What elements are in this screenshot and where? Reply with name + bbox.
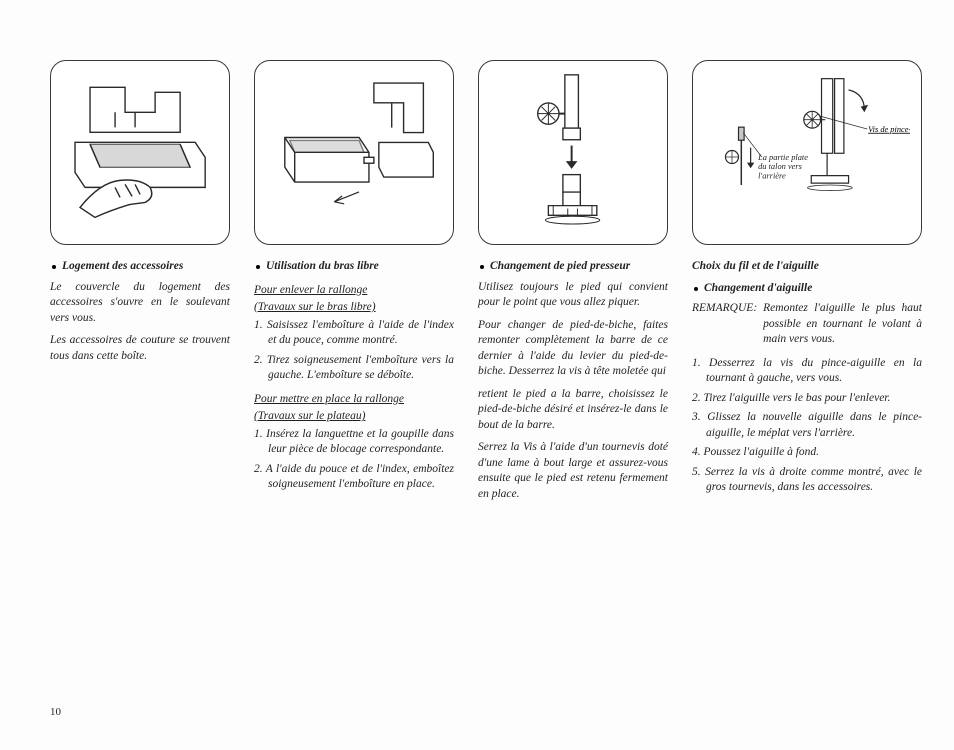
para-accessory-box: Les accessoires de couture se trouvent t… — [50, 333, 230, 364]
column-accessories: Logement des accessoires Le couvercle du… — [50, 60, 230, 509]
heading-text: Changement d'aiguille — [704, 281, 812, 297]
bullet-icon — [480, 265, 484, 269]
heading-text: Utilisation du bras libre — [266, 259, 379, 275]
step-item: 2. A l'aide du pouce et de l'index, embo… — [254, 462, 454, 493]
column-presser-foot: Changement de pied presseur Utilisez tou… — [478, 60, 668, 509]
step-item: 2. Tirez soigneusement l'emboîture vers … — [254, 353, 454, 384]
illustration-accessory-storage — [50, 60, 230, 245]
annot-clamp-screw: Vis de pince-aiguille — [869, 125, 910, 134]
subhead-install-ext2: (Travaux sur le plateau) — [254, 409, 454, 425]
illustration-presser-foot — [478, 60, 668, 245]
bullet-icon — [52, 265, 56, 269]
para-foot-change2: retient le pied a la barre, choisissez l… — [478, 387, 668, 434]
para-foot-change1: Pour changer de pied-de-biche, faites re… — [478, 318, 668, 380]
remark-label: REMARQUE: — [692, 301, 757, 348]
illustration-free-arm — [254, 60, 454, 245]
step-item: 1. Saisissez l'emboîture à l'aide de l'i… — [254, 318, 454, 349]
heading-text: Changement de pied presseur — [490, 259, 630, 275]
steps-install-ext: 1. Insérez la languettne et la goupille … — [254, 427, 454, 493]
page-columns: Logement des accessoires Le couvercle du… — [50, 60, 914, 509]
heading-needle-change: Changement d'aiguille — [692, 281, 922, 297]
remark-needle: REMARQUE: Remontez l'aiguille le plus ha… — [692, 301, 922, 348]
para-accessory-cover: Le couvercle du logement des accessoires… — [50, 280, 230, 327]
step-item: 1. Desserrez la vis du pince-aiguille en… — [692, 356, 922, 387]
column-needle-thread: Vis de pince-aiguille La partie plate du… — [692, 60, 922, 509]
section-title-thread-needle: Choix du fil et de l'aiguille — [692, 259, 922, 275]
bullet-icon — [694, 287, 698, 291]
step-item: 1. Insérez la languettne et la goupille … — [254, 427, 454, 458]
subhead-install-ext1: Pour mettre en place la rallonge — [254, 392, 454, 408]
para-foot-use: Utilisez toujours le pied qui convient p… — [478, 280, 668, 311]
subhead-remove-ext1: Pour enlever la rallonge — [254, 283, 454, 299]
heading-presser-foot: Changement de pied presseur — [478, 259, 668, 275]
step-item: 2. Tirez l'aiguille vers le bas pour l'e… — [692, 391, 922, 407]
step-item: 4. Poussez l'aiguille à fond. — [692, 445, 922, 461]
steps-remove-ext: 1. Saisissez l'emboîture à l'aide de l'i… — [254, 318, 454, 384]
heading-free-arm: Utilisation du bras libre — [254, 259, 454, 275]
column-free-arm: Utilisation du bras libre Pour enlever l… — [254, 60, 454, 509]
page-number: 10 — [50, 705, 61, 720]
step-item: 5. Serrez la vis à droite comme montré, … — [692, 465, 922, 496]
steps-needle-change: 1. Desserrez la vis du pince-aiguille en… — [692, 356, 922, 496]
annot-flat-side: La partie plate du talon vers l'arrière — [759, 153, 815, 181]
bullet-icon — [256, 265, 260, 269]
para-foot-tighten: Serrez la Vis à l'aide d'un tournevis do… — [478, 440, 668, 502]
heading-text: Logement des accessoires — [62, 259, 183, 275]
remark-text: Remontez l'aiguille le plus haut possibl… — [763, 301, 922, 348]
step-item: 3. Glissez la nouvelle aiguille dans le … — [692, 410, 922, 441]
illustration-needle-change: Vis de pince-aiguille La partie plate du… — [692, 60, 922, 245]
subhead-remove-ext2: (Travaux sur le bras libre) — [254, 300, 454, 316]
heading-accessories: Logement des accessoires — [50, 259, 230, 275]
